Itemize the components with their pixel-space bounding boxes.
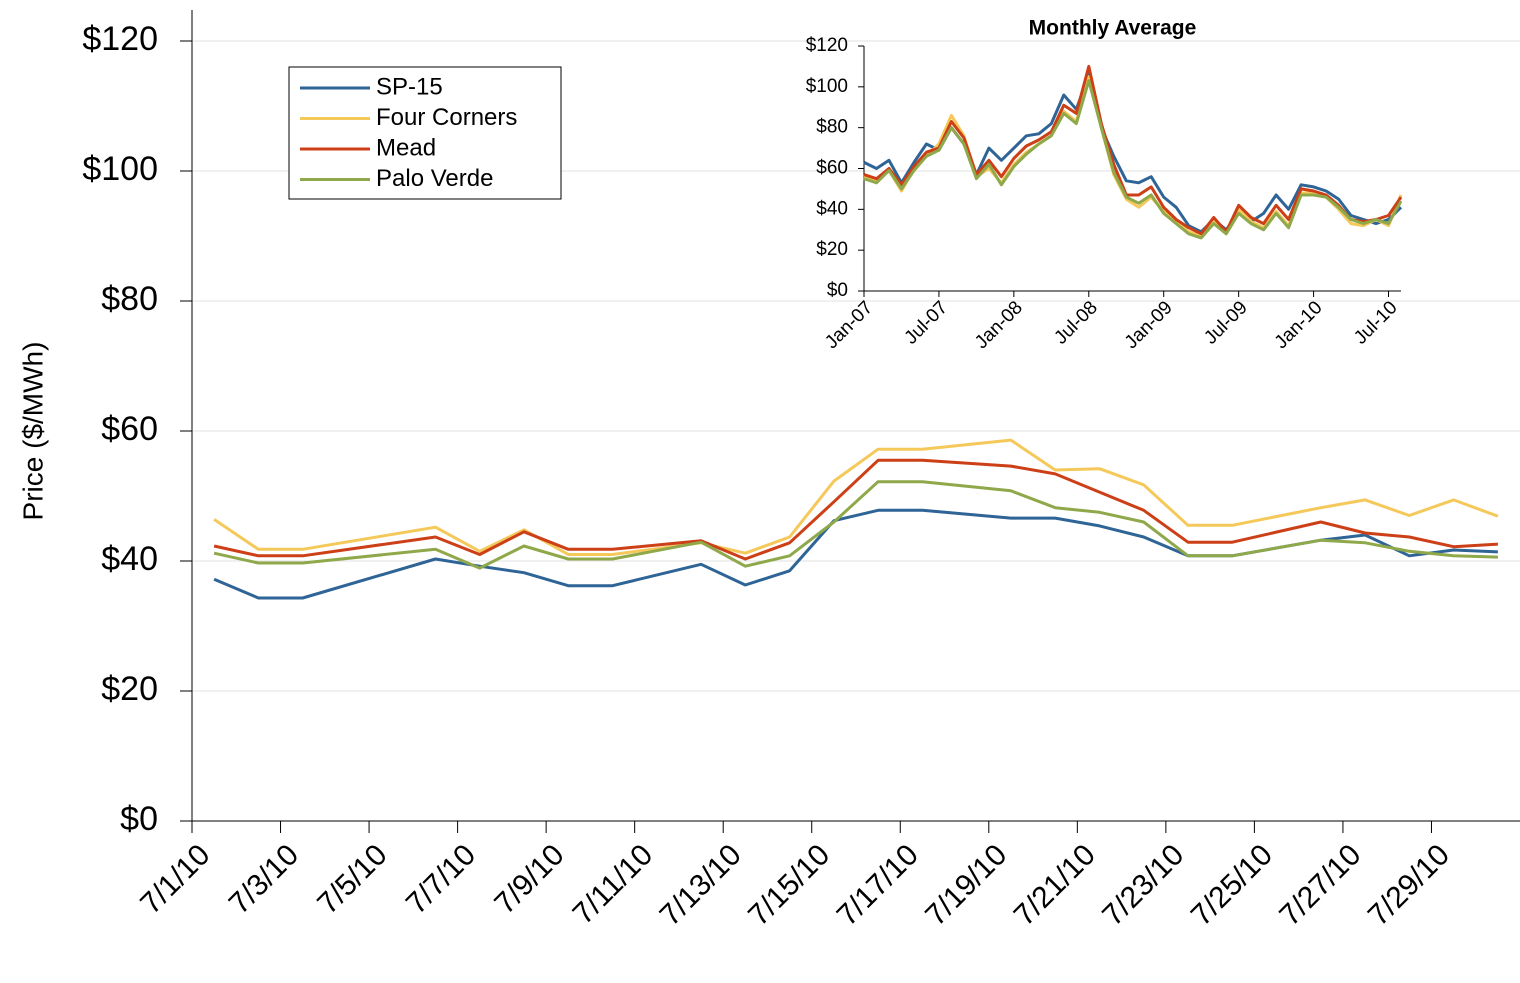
x-tick-label: 7/1/10 <box>134 838 216 920</box>
x-tick-label: 7/29/10 <box>1362 838 1456 932</box>
y-tick-label: $20 <box>101 670 158 708</box>
series-line <box>213 480 1498 570</box>
series-line <box>863 64 1403 236</box>
x-tick-label: 7/3/10 <box>223 838 305 920</box>
y-tick-label: $80 <box>101 280 158 318</box>
x-tick-label: Jul-08 <box>1050 297 1101 348</box>
legend-label: Palo Verde <box>376 165 493 192</box>
x-tick-label: 7/13/10 <box>654 838 748 932</box>
series-line <box>863 73 1403 234</box>
x-tick-label: 7/15/10 <box>742 838 836 932</box>
y-tick-label: $40 <box>101 540 158 578</box>
y-axis-label: Price ($/MWh) <box>17 342 48 521</box>
y-tick-label: $60 <box>816 158 848 179</box>
y-tick-label: $100 <box>806 76 848 97</box>
legend-label: Mead <box>376 134 436 161</box>
x-tick-label: Jan-07 <box>821 297 877 353</box>
x-tick-label: 7/27/10 <box>1273 838 1367 932</box>
x-tick-label: 7/19/10 <box>919 838 1013 932</box>
x-tick-label: Jul-09 <box>1200 297 1251 348</box>
x-tick-label: 7/25/10 <box>1185 838 1279 932</box>
chart-title: Monthly Average <box>1029 17 1197 40</box>
y-tick-label: $120 <box>806 35 848 56</box>
x-tick-label: 7/21/10 <box>1008 838 1102 932</box>
y-tick-label: $80 <box>816 117 848 138</box>
x-tick-label: Jul-07 <box>901 297 952 348</box>
x-tick-label: 7/11/10 <box>567 838 660 931</box>
series-line <box>863 79 1403 240</box>
x-tick-label: 7/9/10 <box>488 838 570 920</box>
legend-label: SP-15 <box>376 73 443 100</box>
x-tick-label: 7/23/10 <box>1096 838 1190 932</box>
y-tick-label: $20 <box>816 239 848 260</box>
series-line <box>863 75 1403 238</box>
y-tick-label: $100 <box>82 150 158 188</box>
x-tick-label: 7/5/10 <box>311 838 393 920</box>
y-tick-label: $120 <box>82 20 158 58</box>
legend-label: Four Corners <box>376 104 517 131</box>
y-tick-label: $0 <box>120 800 158 838</box>
x-tick-label: 7/17/10 <box>831 838 925 932</box>
series-line <box>213 438 1499 556</box>
y-tick-label: $60 <box>101 410 158 448</box>
x-tick-label: Jan-10 <box>1271 297 1327 353</box>
y-tick-label: $0 <box>827 280 848 301</box>
x-tick-label: Jan-09 <box>1121 297 1177 353</box>
x-tick-label: 7/7/10 <box>400 838 482 920</box>
y-tick-label: $40 <box>816 198 848 219</box>
series-line <box>213 458 1498 561</box>
x-tick-label: Jul-10 <box>1350 297 1401 348</box>
series-line <box>213 508 1498 600</box>
x-tick-label: Jan-08 <box>971 297 1027 353</box>
